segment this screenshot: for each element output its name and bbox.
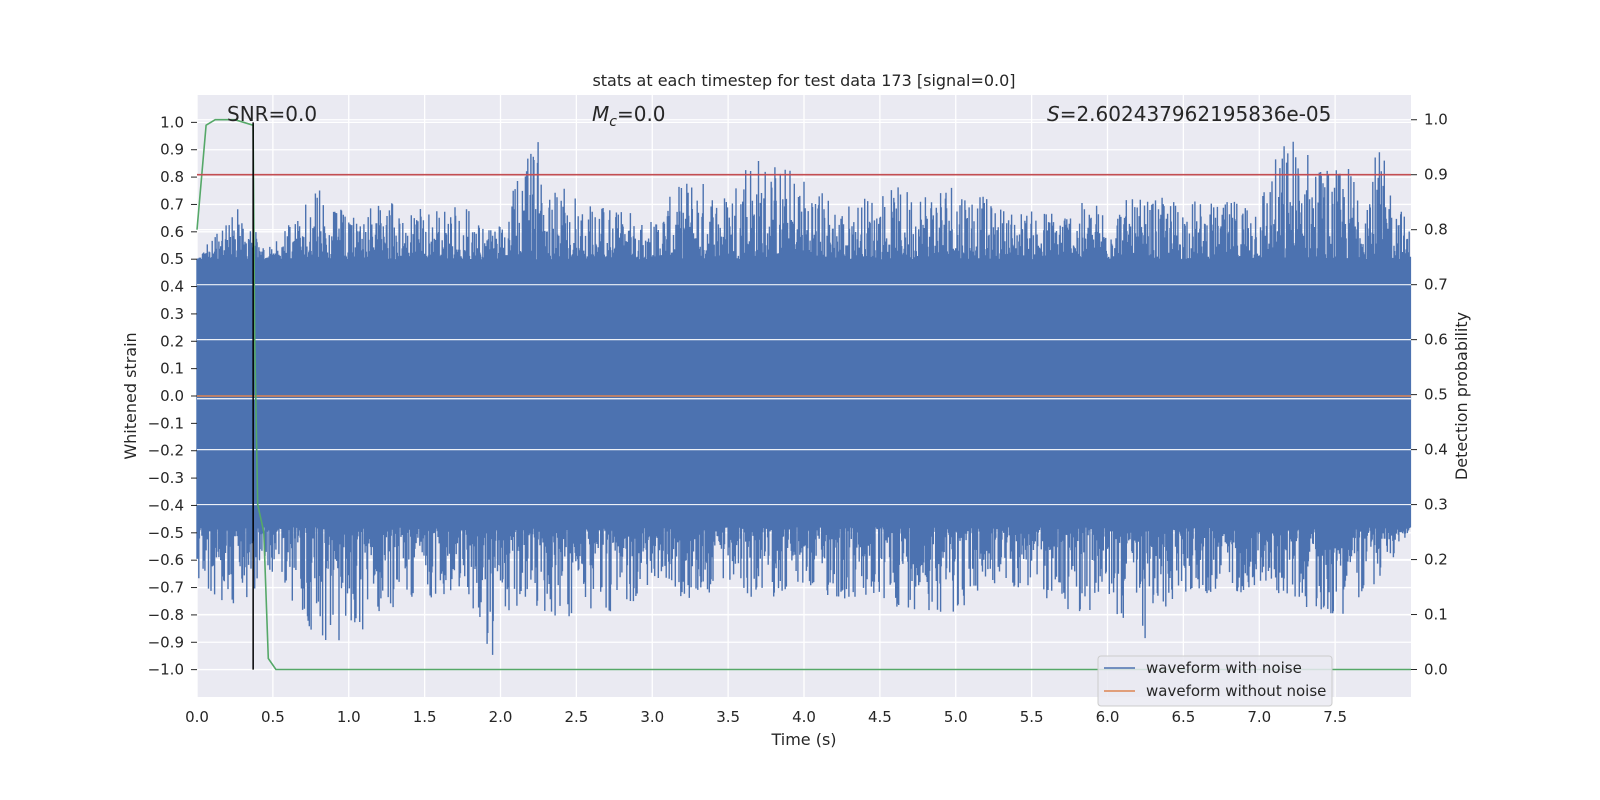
x-tick-label: 7.5: [1323, 708, 1347, 726]
x-tick-label: 3.0: [640, 708, 664, 726]
y-left-tick-label: −0.8: [148, 606, 184, 624]
y-right-tick-label: 0.3: [1424, 496, 1448, 514]
y-left-tick-label: 0.6: [160, 223, 184, 241]
snr-annotation: SNR=0.0: [227, 102, 317, 126]
y-right-tick-label: 0.5: [1424, 386, 1448, 404]
y-left-tick-label: 0.0: [160, 387, 184, 405]
x-tick-label: 5.0: [944, 708, 968, 726]
y-right-tick-label: 0.1: [1424, 606, 1448, 624]
x-tick-label: 5.5: [1020, 708, 1044, 726]
y-right-tick-label: 0.7: [1424, 276, 1448, 294]
y-right-tick-label: 1.0: [1424, 111, 1448, 129]
x-tick-label: 0.0: [185, 708, 209, 726]
y-left-tick-label: −0.7: [148, 579, 184, 597]
legend: waveform with noise waveform without noi…: [1097, 655, 1333, 707]
y-left-tick-label: 0.3: [160, 305, 184, 323]
detection-probability-line: [196, 118, 1411, 671]
y-left-tick-label: −0.2: [148, 442, 184, 460]
x-tick-label: 7.0: [1247, 708, 1271, 726]
y-right-tick-label: 0.6: [1424, 331, 1448, 349]
x-tick-label: 2.0: [489, 708, 513, 726]
y-left-tick-label: −0.1: [148, 414, 184, 432]
x-tick-label: 6.0: [1096, 708, 1120, 726]
x-tick-label: 3.5: [716, 708, 740, 726]
y-left-tick-label: 1.0: [160, 113, 184, 131]
s-symbol: S: [1047, 102, 1060, 126]
y-left-tick-label: 0.8: [160, 168, 184, 186]
y-left-tick-label: 0.7: [160, 195, 184, 213]
x-tick-label: 2.5: [564, 708, 588, 726]
mc-symbol: M: [592, 102, 609, 126]
y-left-tick-label: −0.9: [148, 633, 184, 651]
x-tick-label: 1.5: [413, 708, 437, 726]
y-axis-right-ticks: 1.0 0.9 0.8 0.7 0.6 0.5 0.4 0.3 0.2 0.1 0.0: [1411, 111, 1448, 679]
y-left-tick-label: −0.5: [148, 524, 184, 542]
y-axis-left-ticks: 1.0 0.9 0.8 0.7 0.6 0.5 0.4 0.3 0.2 0.1 0.0 −0.1 −0.…: [148, 113, 197, 679]
noise-band: [197, 264, 1411, 522]
y-left-tick-label: −0.6: [148, 551, 184, 569]
mc-subscript: c: [609, 114, 617, 130]
x-tick-label: 4.0: [792, 708, 816, 726]
mc-value: =0.0: [617, 102, 666, 126]
noise-series: [196, 141, 1412, 655]
mc-annotation: Mc=0.0: [592, 102, 666, 130]
s-annotation: S=2.602437962195836e-05: [1047, 102, 1331, 126]
line-series: [196, 118, 1411, 671]
y-left-tick-label: 0.1: [160, 360, 184, 378]
x-axis-label: Time (s): [770, 730, 836, 749]
y-left-tick-label: 0.2: [160, 332, 184, 350]
y-axis-left-label: Whitened strain: [121, 332, 140, 459]
y-right-tick-label: 0.0: [1424, 661, 1448, 679]
x-axis-ticks: 0.0 0.5 1.0 1.5 2.0 2.5 3.0 3.5 4.0 4.5 5.0 5.5 6.0 6…: [185, 708, 1347, 726]
y-left-tick-label: −0.4: [148, 496, 184, 514]
y-right-tick-label: 0.2: [1424, 551, 1448, 569]
x-tick-label: 4.5: [868, 708, 892, 726]
y-left-tick-label: −0.3: [148, 469, 184, 487]
y-left-tick-label: −1.0: [148, 661, 184, 679]
y-right-tick-label: 0.9: [1424, 166, 1448, 184]
x-tick-label: 0.5: [261, 708, 285, 726]
legend-box: [1097, 655, 1333, 707]
s-value: =2.602437962195836e-05: [1060, 102, 1332, 126]
legend-label-noise: waveform with noise: [1146, 659, 1302, 677]
y-left-tick-label: 0.5: [160, 250, 184, 268]
legend-label-clean: waveform without noise: [1146, 682, 1326, 700]
y-right-tick-label: 0.8: [1424, 221, 1448, 239]
chart-title: stats at each timestep for test data 173…: [592, 71, 1015, 90]
x-tick-label: 1.0: [337, 708, 361, 726]
y-left-tick-label: 0.9: [160, 141, 184, 159]
y-right-tick-label: 0.4: [1424, 441, 1448, 459]
y-left-tick-label: 0.4: [160, 278, 184, 296]
x-tick-label: 6.5: [1171, 708, 1195, 726]
y-axis-right-label: Detection probability: [1452, 312, 1471, 480]
